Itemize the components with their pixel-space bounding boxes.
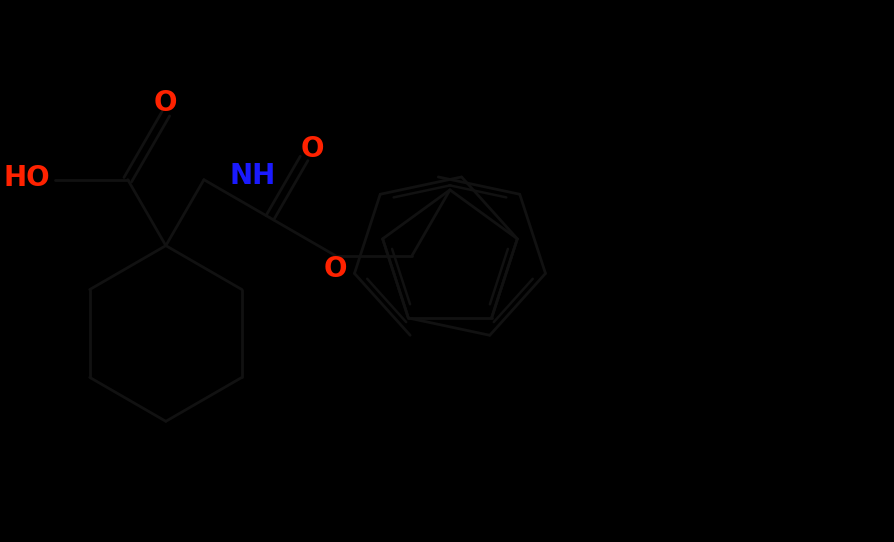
Text: NH: NH: [229, 162, 275, 190]
Text: O: O: [300, 134, 324, 163]
Text: O: O: [324, 255, 348, 283]
Text: HO: HO: [4, 164, 51, 192]
Text: O: O: [154, 89, 178, 117]
